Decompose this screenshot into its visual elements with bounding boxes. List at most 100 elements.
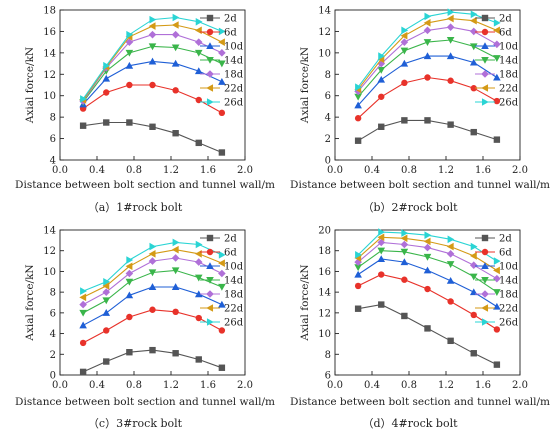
data-point-18d [148, 30, 157, 39]
data-point-26d [103, 277, 111, 286]
data-point-10d [446, 276, 455, 284]
data-point-10d [354, 101, 362, 109]
data-point-18d [171, 30, 180, 39]
data-point-14d [218, 283, 226, 291]
data-point-26d [126, 30, 134, 39]
data-point-10d [493, 73, 501, 81]
data-point-26d [172, 13, 180, 22]
data-point-26d [378, 228, 386, 236]
y-tick-label: 6 [50, 308, 56, 319]
data-point-2d [149, 123, 156, 130]
data-point-14d [446, 36, 455, 44]
data-point-26d [80, 95, 87, 103]
panel-d-caption: （d）4#rock bolt [362, 417, 458, 430]
data-point-26d [218, 27, 226, 36]
data-point-18d [218, 49, 226, 57]
data-point-14d [171, 44, 180, 52]
data-point-6d [470, 85, 477, 92]
legend-label-6d: 6d [224, 28, 237, 39]
panel-b-x-axis-label: Distance between bolt section and tunnel… [290, 179, 550, 191]
data-point-10d [446, 52, 455, 60]
data-point-18d [218, 269, 226, 278]
legend-marker-10d [206, 262, 214, 270]
data-point-26d [401, 26, 409, 35]
data-point-2d [79, 368, 87, 376]
y-tick-label: 16 [318, 267, 331, 278]
legend-marker-14d [206, 56, 214, 64]
data-point-10d [125, 61, 134, 69]
data-point-22d [446, 242, 454, 251]
data-point-14d [493, 55, 501, 63]
data-point-10d [171, 283, 180, 291]
data-point-6d [195, 314, 202, 322]
data-point-2d [447, 337, 454, 345]
x-tick-label: 1.2 [438, 165, 454, 176]
data-point-14d [446, 261, 455, 268]
y-tick-label: 6 [50, 134, 56, 145]
y-tick-label: 12 [318, 27, 331, 38]
legend-marker-18d [206, 290, 214, 298]
data-point-18d [102, 288, 111, 296]
y-tick-label: 0 [325, 156, 331, 167]
data-point-26d [149, 15, 157, 24]
panel-d-x-axis-label: Distance between bolt section and tunnel… [290, 396, 550, 408]
legend-marker-6d [206, 248, 214, 256]
data-point-6d [103, 327, 110, 334]
panel-c-x-axis-label: Distance between bolt section and tunnel… [15, 396, 275, 408]
data-point-22d [148, 22, 156, 30]
data-point-10d [400, 59, 409, 67]
legend-marker-18d [206, 70, 214, 78]
legend-label-10d: 10d [499, 42, 519, 53]
legend-label-6d: 6d [499, 28, 512, 39]
data-point-6d [354, 115, 362, 122]
y-tick-label: 10 [43, 91, 56, 102]
data-point-2d [470, 128, 477, 136]
data-point-26d [493, 257, 501, 265]
data-point-6d [126, 81, 133, 89]
legend-label-26d: 26d [224, 318, 244, 329]
x-tick-label: 0.0 [52, 165, 68, 176]
legend-marker-26d [481, 98, 489, 106]
data-point-10d [423, 266, 432, 274]
data-point-22d [79, 293, 87, 302]
data-point-18d [469, 27, 478, 36]
data-point-6d [218, 327, 226, 334]
legend-label-18d: 18d [224, 70, 244, 81]
legend-label-14d: 14d [499, 56, 519, 67]
x-tick-label: 2.0 [512, 165, 528, 176]
data-point-6d [493, 97, 501, 105]
data-point-14d [400, 47, 409, 55]
data-point-6d [447, 77, 454, 84]
legend-marker-18d [481, 290, 489, 298]
data-point-14d [377, 66, 386, 74]
y-tick-label: 14 [43, 226, 56, 237]
data-point-22d [218, 38, 225, 46]
x-tick-label: 0.8 [401, 380, 417, 391]
data-point-10d [400, 258, 409, 266]
data-point-6d [354, 282, 362, 290]
data-point-14d [218, 60, 226, 68]
data-point-18d [493, 274, 501, 283]
data-point-2d [493, 361, 501, 368]
data-point-2d [172, 130, 179, 137]
data-point-2d [470, 350, 477, 357]
data-point-10d [148, 283, 157, 291]
data-point-2d [218, 149, 226, 156]
legend-label-2d: 2d [499, 234, 512, 245]
y-tick-label: 8 [50, 113, 56, 124]
y-tick-label: 4 [325, 113, 331, 124]
data-point-6d [103, 89, 110, 96]
data-point-26d [103, 61, 111, 70]
data-point-22d [400, 234, 408, 243]
data-point-26d [195, 17, 203, 26]
y-tick-label: 6 [325, 371, 331, 382]
data-point-6d [378, 93, 385, 100]
legend-label-14d: 14d [224, 56, 244, 67]
legend-marker-18d [481, 70, 489, 78]
legend-marker-26d [206, 98, 214, 106]
data-point-22d [218, 259, 225, 267]
panel-a-plot-frame [59, 9, 246, 161]
data-point-10d [469, 58, 478, 66]
data-point-2d [354, 137, 362, 144]
